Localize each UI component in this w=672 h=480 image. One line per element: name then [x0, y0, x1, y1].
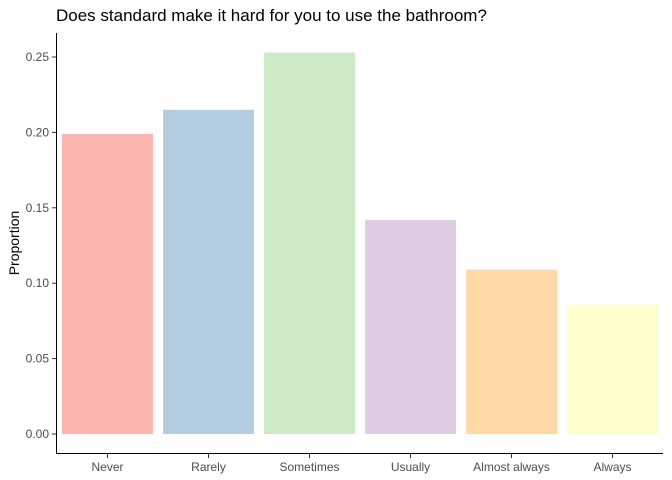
y-tick-label: 0.00: [26, 427, 50, 441]
x-tick-label: Never: [91, 460, 123, 474]
bar-usually: [365, 219, 456, 434]
x-tick-label: Always: [593, 460, 631, 474]
x-ticks: Never Rarely Sometimes Usually Almost always…: [91, 454, 632, 474]
y-tick-label: 0.10: [26, 276, 50, 290]
x-tick-label: Rarely: [191, 460, 226, 474]
y-tick-label: 0.20: [26, 125, 50, 139]
chart-title: Does standard make it hard for you to us…: [56, 6, 487, 25]
y-tick-label: 0.15: [26, 201, 50, 215]
y-ticks: 0.00 0.05 0.10 0.15 0.20 0.25: [26, 50, 56, 441]
y-axis-title: Proportion: [6, 211, 22, 276]
x-tick-label: Usually: [391, 460, 430, 474]
bar-sometimes: [264, 52, 355, 434]
y-tick-label: 0.25: [26, 50, 50, 64]
y-tick-label: 0.05: [26, 352, 50, 366]
axes-layer: [56, 33, 663, 454]
bar-always: [567, 304, 658, 434]
bar-rarely: [163, 109, 254, 435]
bar-never: [62, 133, 153, 434]
bars-layer: [62, 52, 658, 435]
x-tick-label: Sometimes: [279, 460, 339, 474]
bar-almost-always: [466, 269, 557, 434]
x-tick-label: Almost always: [473, 460, 550, 474]
